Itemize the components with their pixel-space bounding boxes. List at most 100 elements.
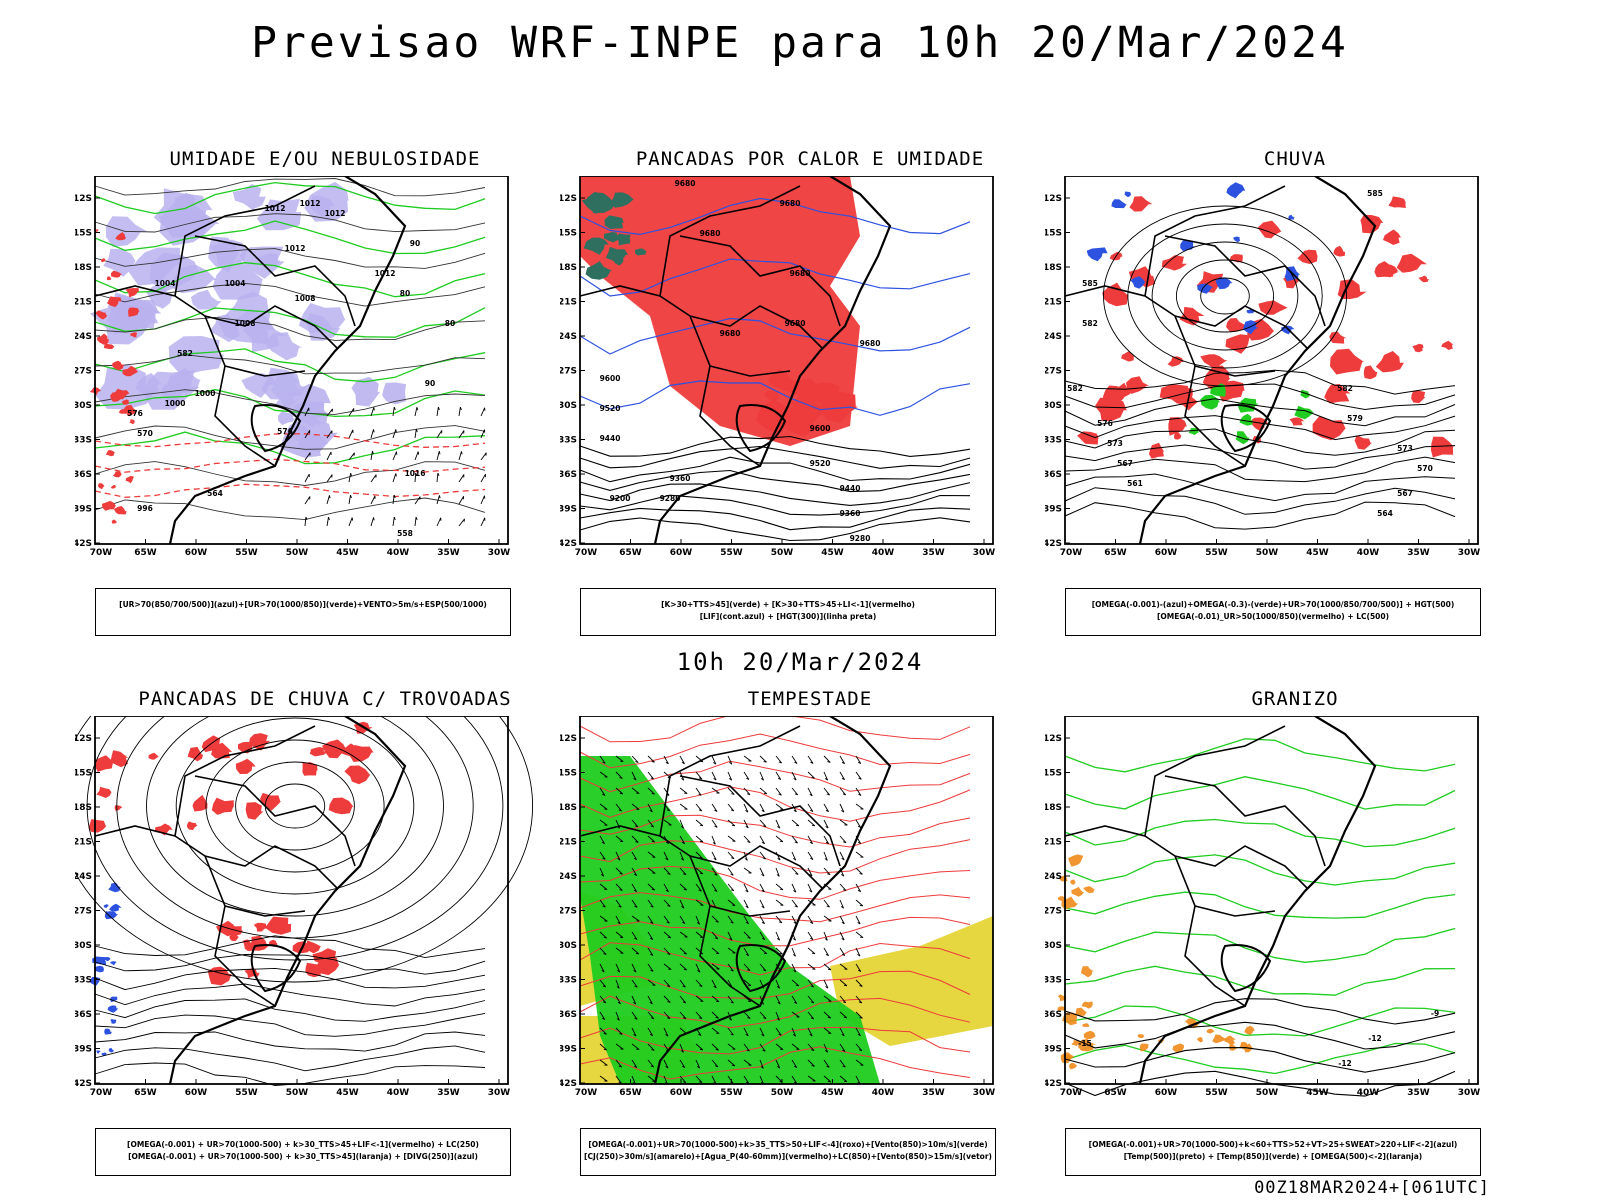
wind-vector (791, 995, 798, 1004)
wind-vector (601, 969, 605, 973)
wind-vector (392, 517, 395, 527)
wind-vector (824, 858, 828, 861)
wind-vector (809, 873, 813, 877)
precip-area-red (1375, 351, 1404, 373)
wind-vector (711, 931, 719, 940)
wind-vector (392, 451, 397, 461)
wind-vector (458, 518, 465, 527)
wind-vector (414, 496, 421, 505)
humidity-area-blue (167, 367, 201, 394)
lat-label: 18S (560, 803, 577, 813)
hgt500-contour (1064, 398, 1456, 427)
wind-vector (695, 867, 704, 875)
wind-vector (839, 883, 847, 891)
wind-vector (807, 1043, 815, 1051)
thickness-dash-red (110, 484, 117, 489)
state-border (689, 305, 823, 349)
lon-label: 35W (437, 1088, 460, 1098)
wind-vector (795, 873, 799, 875)
temp850-contour-green (1064, 965, 1456, 996)
precip-area-red (1363, 365, 1378, 380)
wind-vector (747, 984, 752, 987)
wind-vector (730, 889, 735, 892)
wind-vector (731, 1064, 735, 1067)
wind-vector (711, 979, 717, 989)
lon-label: 55W (1205, 548, 1228, 558)
precip-area-red (1225, 334, 1250, 354)
wind-vector (348, 495, 351, 505)
wind-vector (699, 936, 704, 939)
divergence-area-blue (95, 1050, 101, 1054)
wind-vector (823, 867, 831, 875)
precip-area-red (1412, 343, 1424, 353)
contour-label: 9680 (720, 329, 741, 338)
wind-vector (779, 840, 784, 843)
wind-vector (793, 777, 797, 781)
wind-vector (714, 1065, 719, 1068)
wind-vector (807, 979, 814, 988)
wind-vector (695, 931, 704, 938)
wind-vector (665, 841, 669, 845)
water-contour-red (579, 1046, 971, 1080)
lat-label: 21S (1045, 298, 1062, 308)
wind-vector (747, 969, 751, 972)
wind-vector (855, 947, 861, 957)
wind-vector (631, 1059, 638, 1068)
wind-vector (599, 1059, 608, 1066)
humidity-area-blue (175, 193, 196, 209)
wind-vector (631, 899, 638, 908)
wind-vector (793, 1001, 798, 1004)
instability-area-teal (634, 248, 647, 256)
wind-vector (304, 473, 310, 483)
wind-vector (711, 1059, 719, 1068)
wind-vector (437, 472, 440, 476)
lon-label: 35W (1407, 548, 1430, 558)
wind-vector (727, 931, 733, 941)
wind-vector (791, 819, 800, 827)
lat-label: 39S (560, 1045, 577, 1055)
wind-vector (711, 755, 717, 765)
wind-vector (727, 755, 733, 765)
storm-area-red (187, 746, 203, 762)
thickness-dash-red (96, 333, 109, 345)
wind-vector (777, 1001, 781, 1005)
lat-label: 21S (1045, 838, 1062, 848)
wind-vector (745, 921, 749, 925)
wind-vector (775, 787, 782, 796)
wind-vector (647, 947, 654, 956)
contour-label: 582 (1337, 384, 1353, 393)
legend-line: [UR>70(850/700/500)](azul)+[UR>70(1000/8… (119, 600, 487, 609)
thickness-contour-red (94, 483, 486, 498)
wind-vector (775, 803, 784, 810)
wind-vector (695, 819, 704, 827)
lon-label: 55W (720, 548, 743, 558)
wind-vector (616, 1018, 620, 1021)
lat-label: 18S (1045, 263, 1062, 273)
hgt500-ring (1151, 241, 1299, 351)
wind-vector (841, 857, 845, 861)
wind-vector (414, 429, 417, 439)
wind-vector (842, 1001, 847, 1004)
streamline-ring (86, 716, 504, 961)
humidity-area-blue (310, 195, 335, 217)
hgt500-ring (1127, 223, 1323, 369)
wind-vector (746, 793, 751, 796)
wind-vector (615, 915, 621, 925)
wind-vector (761, 873, 765, 877)
wind-vector (759, 1075, 765, 1085)
wind-vector (743, 819, 749, 829)
legend-line: [OMEGA(-0.001) + UR>70(1000-500) + k>30_… (128, 1152, 478, 1161)
wind-vector (683, 952, 687, 955)
precip-area-red (1161, 255, 1188, 271)
wind-vector (414, 407, 418, 417)
wind-vector (841, 777, 845, 781)
precip-area-red (1126, 376, 1150, 394)
wind-vector (857, 1033, 861, 1037)
wind-vector (370, 517, 374, 527)
wind-vector (807, 803, 814, 812)
temp850-contour-green (1064, 891, 1456, 919)
precip-area-red (1297, 249, 1318, 264)
wind-vector (791, 947, 796, 957)
wind-vector (665, 1033, 669, 1037)
wind-vector (698, 889, 702, 892)
